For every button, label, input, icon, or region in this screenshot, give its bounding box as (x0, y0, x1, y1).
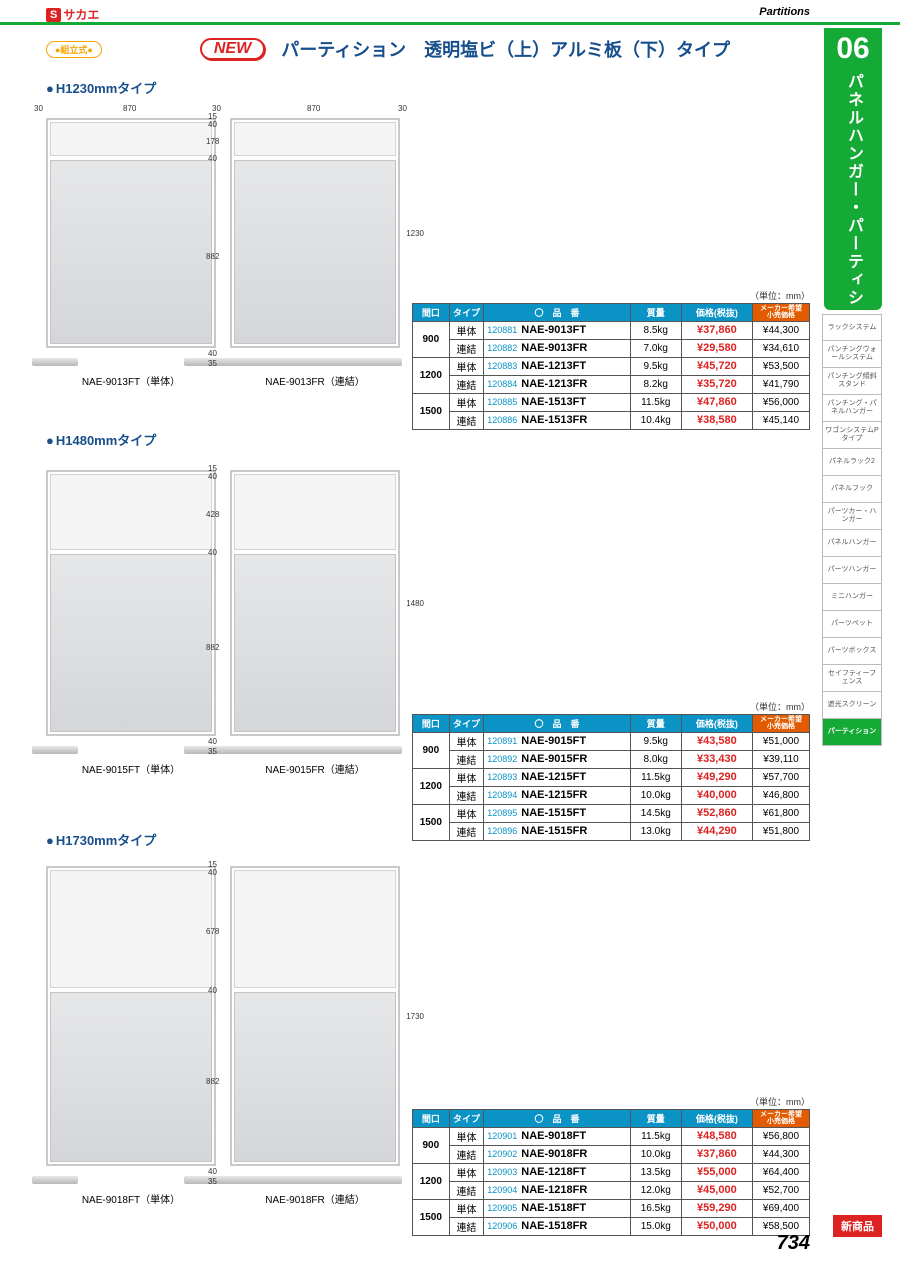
index-item[interactable]: パーツペット (822, 611, 882, 638)
table-row: 連結 120886NAE-1513FR 10.4kg ¥38,580 ¥45,1… (413, 411, 810, 429)
brand-s: S (46, 8, 61, 22)
index-item[interactable]: パネルフック (822, 476, 882, 503)
diagram-area: NAE-9018FT（単体） NAE-9018FR（連結） 1730 15 40… (46, 866, 400, 1166)
index-item[interactable]: パネルラック2 (822, 449, 882, 476)
index-item[interactable]: セイフティーフェンス (822, 665, 882, 692)
new-badge: NEW (200, 38, 265, 60)
brand-name: サカエ (63, 6, 99, 23)
diagram-area: 870 30 30 870 30 NAE-9013FT（単体） NAE-9013… (46, 118, 400, 348)
section-heading: H1480mmタイプ (46, 430, 156, 449)
panel-caption: NAE-9018FT（単体） (46, 1191, 216, 1206)
table-row: 1500 単体 120895NAE-1515FT 14.5kg ¥52,860 … (413, 804, 810, 822)
unit-label: （単位：mm） (412, 289, 810, 302)
table-row: 連結 120906NAE-1518FR 15.0kg ¥50,000 ¥58,5… (413, 1217, 810, 1235)
category-label: Partitions (759, 6, 810, 18)
table-row: 連結 120896NAE-1515FR 13.0kg ¥44,290 ¥51,8… (413, 822, 810, 840)
index-item[interactable]: パーツハンガー (822, 557, 882, 584)
table-row: 1500 単体 120885NAE-1513FT 11.5kg ¥47,860 … (413, 393, 810, 411)
table-row: 連結 120894NAE-1215FR 10.0kg ¥40,000 ¥46,8… (413, 786, 810, 804)
index-item[interactable]: パーツボックス (822, 638, 882, 665)
index-list: ラックシステムパンチングウォールシステムパンチング傾斜スタンドパンチング・パネル… (822, 314, 882, 746)
spec-table: 間口 タイプ 〇 品 番 質量 価格(税抜) メーカー希望 小売価格 900 単… (412, 714, 810, 841)
page-number: 734 (777, 1232, 810, 1255)
table-row: 900 単体 120881NAE-9013FT 8.5kg ¥37,860 ¥4… (413, 321, 810, 339)
table-row: 1200 単体 120903NAE-1218FT 13.5kg ¥55,000 … (413, 1163, 810, 1181)
page-title: パーティション 透明塩ビ（上）アルミ板（下）タイプ (281, 36, 730, 62)
spec-table-wrap: （単位：mm） 間口 タイプ 〇 品 番 質量 価格(税抜) メーカー希望 小売… (412, 289, 810, 430)
table-row: 900 単体 120891NAE-9015FT 9.5kg ¥43,580 ¥5… (413, 732, 810, 750)
chapter-number: 06 (824, 28, 882, 65)
index-item[interactable]: ミニハンガー (822, 584, 882, 611)
diagram-area: NAE-9015FT（単体） NAE-9015FR（連結） 1480 15 40… (46, 470, 400, 736)
page-header: ●組立式● NEW パーティション 透明塩ビ（上）アルミ板（下）タイプ (46, 36, 810, 62)
spec-table-wrap: （単位：mm） 間口 タイプ 〇 品 番 質量 価格(税抜) メーカー希望 小売… (412, 700, 810, 841)
unit-label: （単位：mm） (412, 1095, 810, 1108)
top-bar: S サカエ Partitions (0, 0, 900, 24)
table-row: 1200 単体 120893NAE-1215FT 11.5kg ¥49,290 … (413, 768, 810, 786)
spec-table: 間口 タイプ 〇 品 番 質量 価格(税抜) メーカー希望 小売価格 900 単… (412, 1109, 810, 1236)
table-row: 連結 120884NAE-1213FR 8.2kg ¥35,720 ¥41,79… (413, 375, 810, 393)
table-row: 1200 単体 120883NAE-1213FT 9.5kg ¥45,720 ¥… (413, 357, 810, 375)
table-row: 連結 120892NAE-9015FR 8.0kg ¥33,430 ¥39,11… (413, 750, 810, 768)
panel-caption: NAE-9018FR（連結） (230, 1191, 400, 1206)
table-row: 900 単体 120901NAE-9018FT 11.5kg ¥48,580 ¥… (413, 1127, 810, 1145)
panel-caption: NAE-9015FT（単体） (46, 761, 216, 776)
index-item[interactable]: パンチングウォールシステム (822, 341, 882, 368)
table-row: 連結 120904NAE-1218FR 12.0kg ¥45,000 ¥52,7… (413, 1181, 810, 1199)
spec-table-wrap: （単位：mm） 間口 タイプ 〇 品 番 質量 価格(税抜) メーカー希望 小売… (412, 1095, 810, 1236)
section-heading: H1730mmタイプ (46, 830, 156, 849)
divider-green (0, 22, 900, 25)
assembly-badge: ●組立式● (46, 41, 102, 58)
index-item[interactable]: パーツカー・ハンガー (822, 503, 882, 530)
panel-caption: NAE-9013FR（連結） (230, 373, 400, 388)
index-item[interactable]: 遮光スクリーン (822, 692, 882, 719)
index-item[interactable]: パンチング傾斜スタンド (822, 368, 882, 395)
brand-logo: S サカエ (46, 6, 99, 23)
index-item[interactable]: パンチング・パネルハンガー (822, 395, 882, 422)
section-heading: H1230mmタイプ (46, 78, 156, 97)
spec-table: 間口 タイプ 〇 品 番 質量 価格(税抜) メーカー希望 小売価格 900 単… (412, 303, 810, 430)
index-item[interactable]: ワゴンシステムPタイプ (822, 422, 882, 449)
new-oval: NEW (200, 38, 265, 60)
table-row: 連結 120882NAE-9013FR 7.0kg ¥29,580 ¥34,61… (413, 339, 810, 357)
index-item[interactable]: ラックシステム (822, 314, 882, 341)
unit-label: （単位：mm） (412, 700, 810, 713)
index-item[interactable]: パネルハンガー (822, 530, 882, 557)
table-row: 連結 120902NAE-9018FR 10.0kg ¥37,860 ¥44,3… (413, 1145, 810, 1163)
table-row: 1500 単体 120905NAE-1518FT 16.5kg ¥59,290 … (413, 1199, 810, 1217)
panel-caption: NAE-9013FT（単体） (46, 373, 216, 388)
index-item[interactable]: パーティション (822, 719, 882, 746)
side-tab: 06 パネルハンガー・パーティション (824, 28, 882, 310)
chapter-title: パネルハンガー・パーティション (841, 73, 865, 343)
panel-caption: NAE-9015FR（連結） (230, 761, 400, 776)
new-product-tag: 新商品 (833, 1215, 882, 1237)
